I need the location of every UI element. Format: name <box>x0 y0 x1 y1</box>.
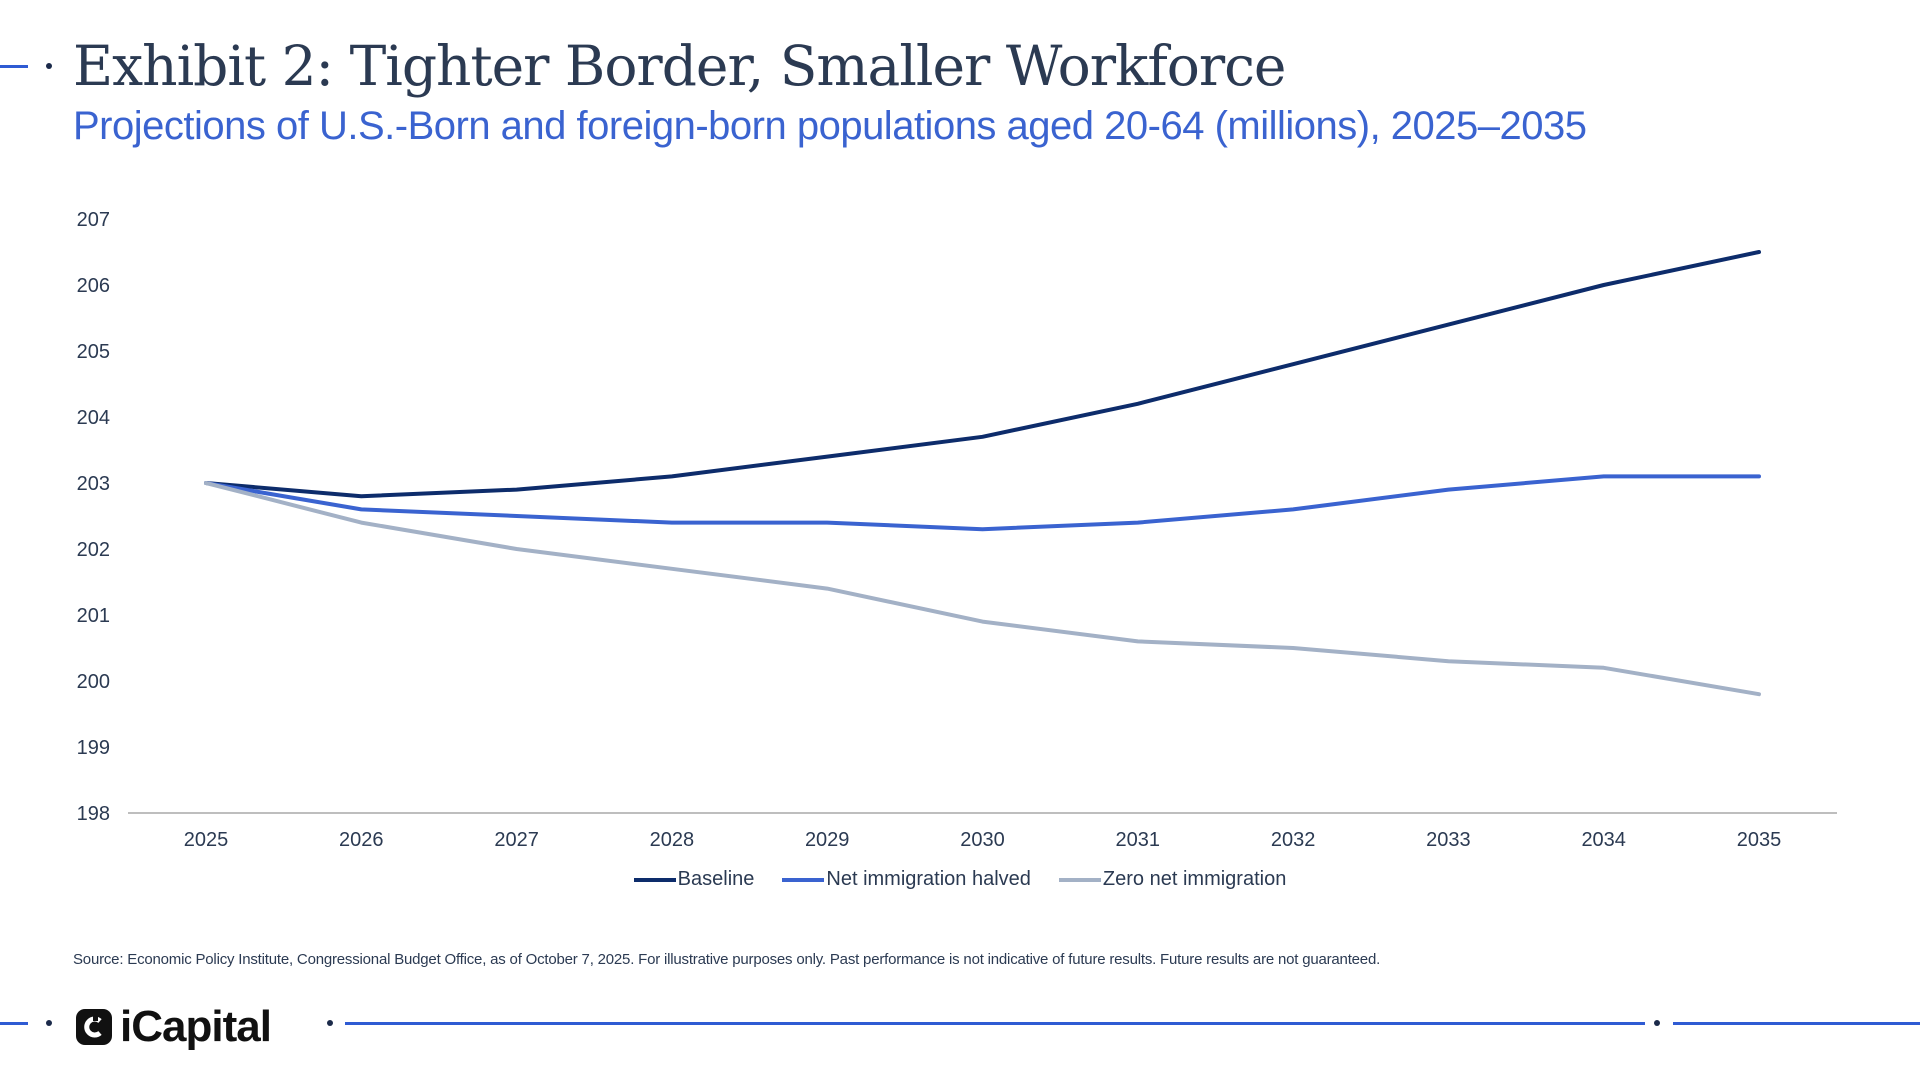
footer-divider-line <box>345 1022 1645 1025</box>
header-accent-dot <box>46 63 52 69</box>
icapital-logo: iCapital <box>76 1002 272 1052</box>
legend-item: Zero net immigration <box>1058 868 1287 891</box>
x-tick-label: 2035 <box>1737 829 1782 851</box>
x-tick-label: 2025 <box>184 829 229 851</box>
footer-accent-dash <box>0 1022 28 1025</box>
icapital-logo-icon <box>76 1009 112 1045</box>
legend-swatch <box>1058 877 1101 882</box>
y-tick-label: 204 <box>77 407 110 429</box>
series-line-zero-net-immigration <box>204 481 1761 697</box>
y-tick-label: 198 <box>77 803 110 825</box>
legend-item: Baseline <box>633 868 755 891</box>
y-tick-label: 199 <box>77 737 110 759</box>
y-tick-label: 201 <box>77 605 110 627</box>
y-tick-label: 207 <box>77 209 110 231</box>
y-axis-ticks: 198 199 200 201 202 203 204 205 206 207 <box>77 209 110 825</box>
chart-legend: Baseline Net immigration halved Zero net i… <box>0 868 1920 891</box>
x-tick-label: 2032 <box>1271 829 1316 851</box>
footer-accent-dot <box>46 1020 52 1026</box>
header-accent-dash <box>0 65 28 68</box>
legend-item: Net immigration halved <box>782 868 1031 891</box>
footer-divider-dot <box>327 1020 333 1026</box>
y-tick-label: 203 <box>77 473 110 495</box>
x-tick-label: 2027 <box>494 829 539 851</box>
x-axis-ticks: 2025 2026 2027 2028 2029 2030 2031 2032 2033 2034… <box>184 829 1782 851</box>
legend-swatch <box>633 877 676 882</box>
legend-label: Zero net immigration <box>1102 868 1287 890</box>
x-tick-label: 2026 <box>339 829 384 851</box>
x-tick-label: 2028 <box>650 829 695 851</box>
page-subtitle: Projections of U.S.-Born and foreign-bor… <box>73 104 1587 148</box>
x-tick-label: 2029 <box>805 829 850 851</box>
x-tick-label: 2031 <box>1116 829 1161 851</box>
legend-label: Baseline <box>677 868 755 890</box>
footer-divider-dot <box>1654 1020 1660 1026</box>
series-line-net-immigration-halved <box>204 474 1761 532</box>
y-tick-label: 205 <box>77 341 110 363</box>
x-tick-label: 2030 <box>960 829 1005 851</box>
x-tick-label: 2033 <box>1426 829 1471 851</box>
series-lines <box>204 250 1761 697</box>
source-note: Source: Economic Policy Institute, Congr… <box>73 951 1381 968</box>
y-tick-label: 206 <box>77 275 110 297</box>
footer-divider-line <box>1673 1022 1920 1025</box>
series-line-baseline <box>204 250 1761 499</box>
x-tick-label: 2034 <box>1581 829 1626 851</box>
y-tick-label: 202 <box>77 539 110 561</box>
legend-label: Net immigration halved <box>826 868 1031 890</box>
logo-wordmark: iCapital <box>120 1002 272 1051</box>
y-tick-label: 200 <box>77 671 110 693</box>
legend-swatch <box>782 877 825 882</box>
page-title: Exhibit 2: Tighter Border, Smaller Workf… <box>73 34 1286 98</box>
